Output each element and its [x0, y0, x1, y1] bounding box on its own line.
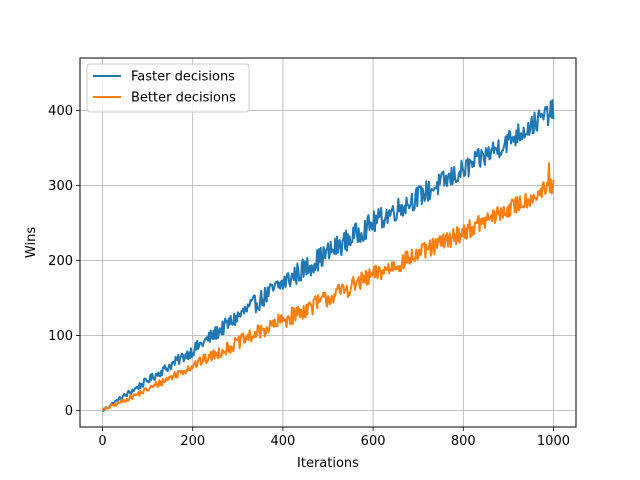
y-tick-label: 0 — [65, 404, 73, 419]
legend-label-better-decisions: Better decisions — [131, 91, 236, 106]
series-line-better-decisions — [101, 162, 555, 412]
x-tick-label: 600 — [361, 434, 386, 449]
series-layer — [101, 99, 555, 412]
x-tick-label: 400 — [270, 434, 295, 449]
legend-label-faster-decisions: Faster decisions — [131, 70, 235, 85]
legend: Faster decisions Better decisions — [86, 63, 250, 113]
legend-box — [86, 63, 250, 113]
x-tick-label: 0 — [98, 434, 106, 449]
y-tick-label: 200 — [48, 254, 73, 269]
x-tick-label: 200 — [180, 434, 205, 449]
x-tick-label: 800 — [451, 434, 476, 449]
series-line-faster-decisions — [102, 99, 555, 412]
x-axis-title: Iterations — [297, 456, 359, 471]
y-axis-title: Wins — [24, 227, 39, 258]
y-tick-label: 100 — [48, 329, 73, 344]
y-tick-label: 300 — [48, 179, 73, 194]
plot-frame — [79, 57, 577, 428]
axis-ticks: 0 200 400 600 800 1000 0 100 200 300 400 — [48, 104, 570, 449]
x-tick-label: 1000 — [537, 434, 570, 449]
y-tick-label: 400 — [48, 104, 73, 119]
